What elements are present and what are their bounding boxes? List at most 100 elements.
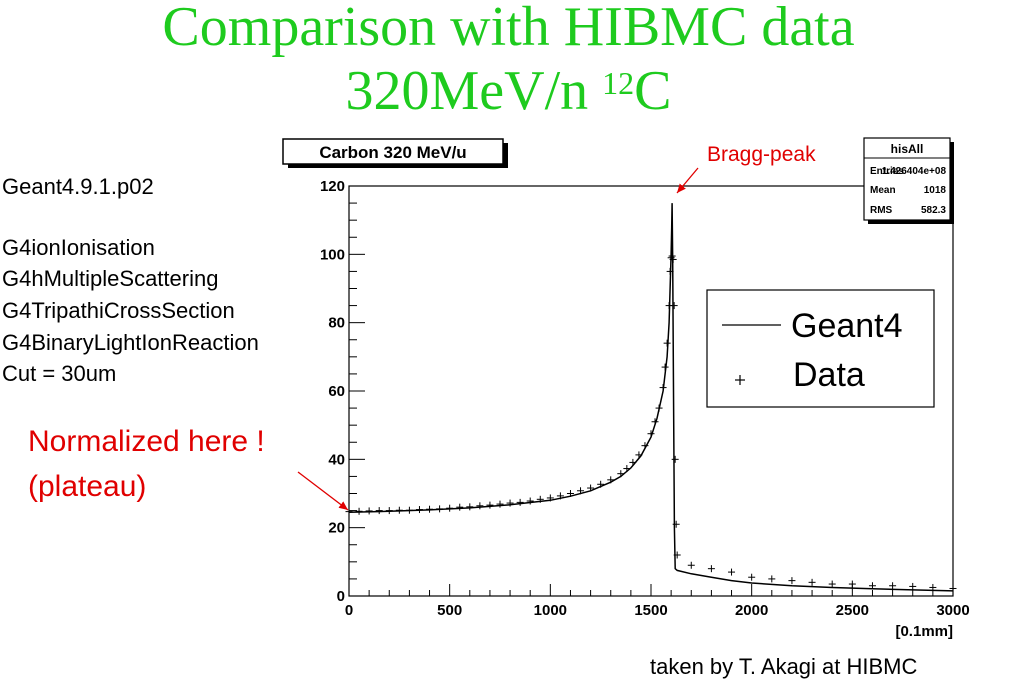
cut-value: Cut = 30um [2,361,117,386]
data-point [466,503,474,511]
data-point [848,580,856,588]
physics-list-item: G4TripathiCrossSection [2,298,235,323]
data-point [516,498,524,506]
normalization-note-plateau: (plateau) [28,470,147,503]
x-tick-label: 0 [345,602,353,619]
data-point [909,582,917,590]
x-tick-label: 1000 [534,602,567,619]
data-point [748,573,756,581]
data-point [566,490,574,497]
data-point [669,255,677,263]
legend-label-data: Data [793,356,865,394]
data-point [707,565,715,573]
data-point [355,507,363,515]
data-point [949,584,957,592]
stats-mean-label: Mean [870,185,896,196]
y-tick-label: 40 [328,451,345,468]
stats-entries-value: 1.426404e+08 [882,166,947,177]
physics-list-item: G4BinaryLightIonReaction [2,330,259,355]
slide-title-line2: 320MeV/n 12C [0,60,1017,122]
x-tick-label: 3000 [936,602,969,619]
data-point [546,494,554,502]
data-point [655,404,663,412]
data-point [345,508,353,516]
data-point [647,430,655,438]
data-point [556,492,564,500]
legend-label-geant4: Geant4 [791,307,903,345]
title-element-symbol: C [634,60,672,122]
data-point [728,568,736,576]
normalization-note: Normalized here ! [28,425,265,458]
data-point [668,252,676,260]
data-point [577,487,585,495]
series-line-geant4 [348,203,954,592]
data-point [426,505,434,513]
data-point [808,578,816,586]
data-point [476,502,484,510]
stats-rms-label: RMS [870,205,893,216]
y-tick-label: 0 [337,588,345,605]
data-point [526,497,534,505]
title-energy-text: 320MeV/n [345,60,603,122]
data-point [456,503,464,511]
data-point [663,339,671,347]
stats-rms-value: 582.3 [921,205,946,216]
x-tick-label: 2500 [836,602,869,619]
data-point [597,480,605,488]
photo-credit: taken by T. Akagi at HIBMC [650,654,918,679]
data-point [673,551,681,559]
normalization-arrow [297,471,349,511]
bragg-peak-label: Bragg-peak [707,143,816,166]
data-point [486,501,494,509]
stats-box [863,137,951,221]
y-tick-label: 60 [328,383,345,400]
y-tick-label: 80 [328,315,345,332]
stats-box-name: hisAll [891,142,924,156]
data-point [651,418,659,426]
data-point [629,458,637,466]
y-tick-label: 100 [320,246,345,263]
data-point [659,384,667,392]
data-point [365,507,373,515]
data-point [641,442,649,450]
data-point [385,507,393,515]
x-tick-label: 500 [437,602,462,619]
data-point [661,363,669,371]
legend-marker-swatch [735,375,745,385]
x-tick-label: 1500 [634,602,667,619]
data-point [666,267,674,275]
series-layer [345,203,957,592]
histogram-title: Carbon 320 MeV/u [319,143,466,162]
stats-entries-label: Entries [870,166,904,177]
physics-list-item: G4ionIonisation [2,235,155,260]
data-point [788,577,796,585]
slide-title-line1: Comparison with HIBMC data [162,0,855,58]
data-point [768,575,776,583]
geant4-version: Geant4.9.1.p02 [2,174,154,199]
data-point [672,520,680,528]
data-point [687,561,695,569]
data-point [587,484,595,492]
data-point [506,499,514,507]
physics-list-item: G4hMultipleScattering [2,266,219,291]
stats-mean-value: 1018 [924,185,947,196]
data-point [536,495,544,503]
data-point [623,465,631,473]
data-point [415,506,423,514]
data-point [436,505,444,513]
data-point [929,583,937,591]
data-point [375,507,383,515]
data-point [446,504,454,512]
data-point [868,582,876,590]
data-point [617,470,625,478]
data-point [889,582,897,590]
data-point [828,580,836,588]
x-axis-label: [0.1mm] [895,623,953,640]
y-tick-label: 20 [328,520,345,537]
data-point [671,455,679,463]
data-point [635,451,643,459]
data-point [395,506,403,514]
histogram-title-box [282,138,504,165]
legend-box [706,289,935,408]
